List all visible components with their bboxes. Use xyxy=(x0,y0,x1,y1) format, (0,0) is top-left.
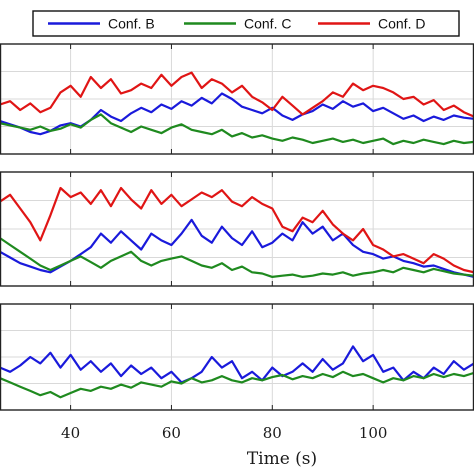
series-line-conf-b xyxy=(0,345,474,384)
chart-legend: Conf. B Conf. C Conf. D xyxy=(32,10,460,37)
x-axis-label: Time (s) xyxy=(247,449,317,469)
legend-label: Conf. B xyxy=(108,16,155,32)
x-tick-labels: 40 60 80 100 xyxy=(61,424,387,442)
series-line-conf-c xyxy=(0,237,474,278)
chart-panel-1 xyxy=(0,43,474,155)
chart-panel-3 xyxy=(0,303,474,411)
series-line-conf-c xyxy=(0,370,474,399)
x-tick-label: 100 xyxy=(359,424,388,442)
x-tick-label: 40 xyxy=(61,424,80,442)
x-tick-label: 80 xyxy=(263,424,282,442)
series-line-conf-c xyxy=(0,113,474,146)
chart-panel-2 xyxy=(0,171,474,287)
chart-panels xyxy=(0,43,474,411)
series-line-conf-d xyxy=(0,186,474,274)
legend-box xyxy=(32,10,460,37)
legend-label: Conf. D xyxy=(378,16,425,32)
x-tick-label: 60 xyxy=(162,424,181,442)
legend-label: Conf. C xyxy=(244,16,291,32)
series-line-conf-b xyxy=(0,218,474,278)
series-line-conf-d xyxy=(0,71,474,118)
